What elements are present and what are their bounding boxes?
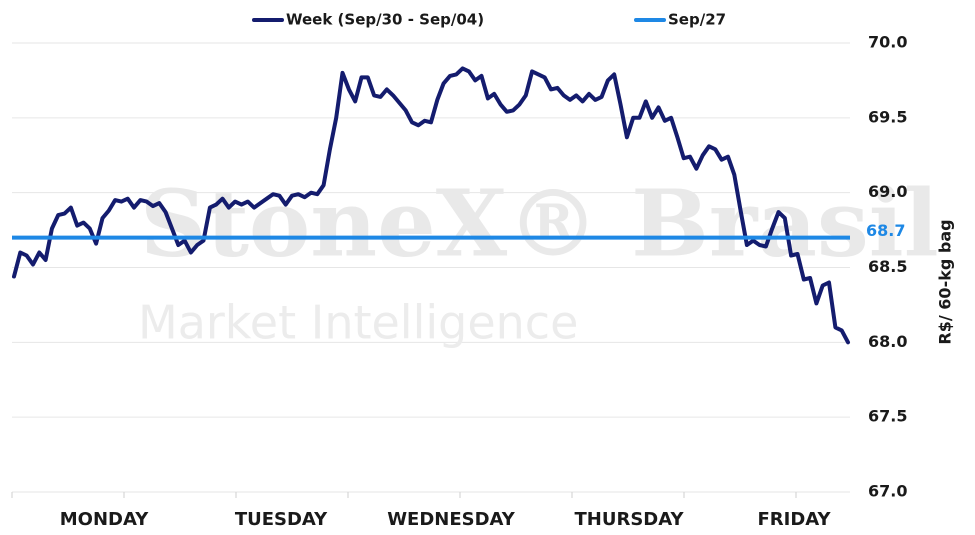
y-tick-label: 67.0 [868, 482, 907, 501]
x-tick-label: TUESDAY [235, 509, 328, 530]
y-tick-label: 69.0 [868, 182, 907, 201]
reference-label: 68.7 [866, 221, 905, 240]
x-tick-label: MONDAY [60, 509, 149, 530]
watermark: Market Intelligence [138, 296, 578, 350]
y-tick-label: 70.0 [868, 33, 907, 52]
x-tick-label: FRIDAY [757, 509, 831, 530]
x-tick-label: THURSDAY [575, 509, 685, 530]
legend-label: Sep/27 [668, 11, 726, 29]
legend-label: Week (Sep/30 - Sep/04) [286, 11, 484, 29]
watermark: StoneX® Brasil [140, 170, 939, 278]
data-line [12, 66, 850, 345]
y-tick-label: 68.0 [868, 332, 907, 351]
y-axis-label: R$/ 60-kg bag [936, 219, 955, 344]
y-tick-label: 69.5 [868, 107, 907, 126]
y-tick-label: 68.5 [868, 257, 907, 276]
x-tick-label: WEDNESDAY [387, 509, 516, 530]
y-tick-label: 67.5 [868, 407, 907, 426]
